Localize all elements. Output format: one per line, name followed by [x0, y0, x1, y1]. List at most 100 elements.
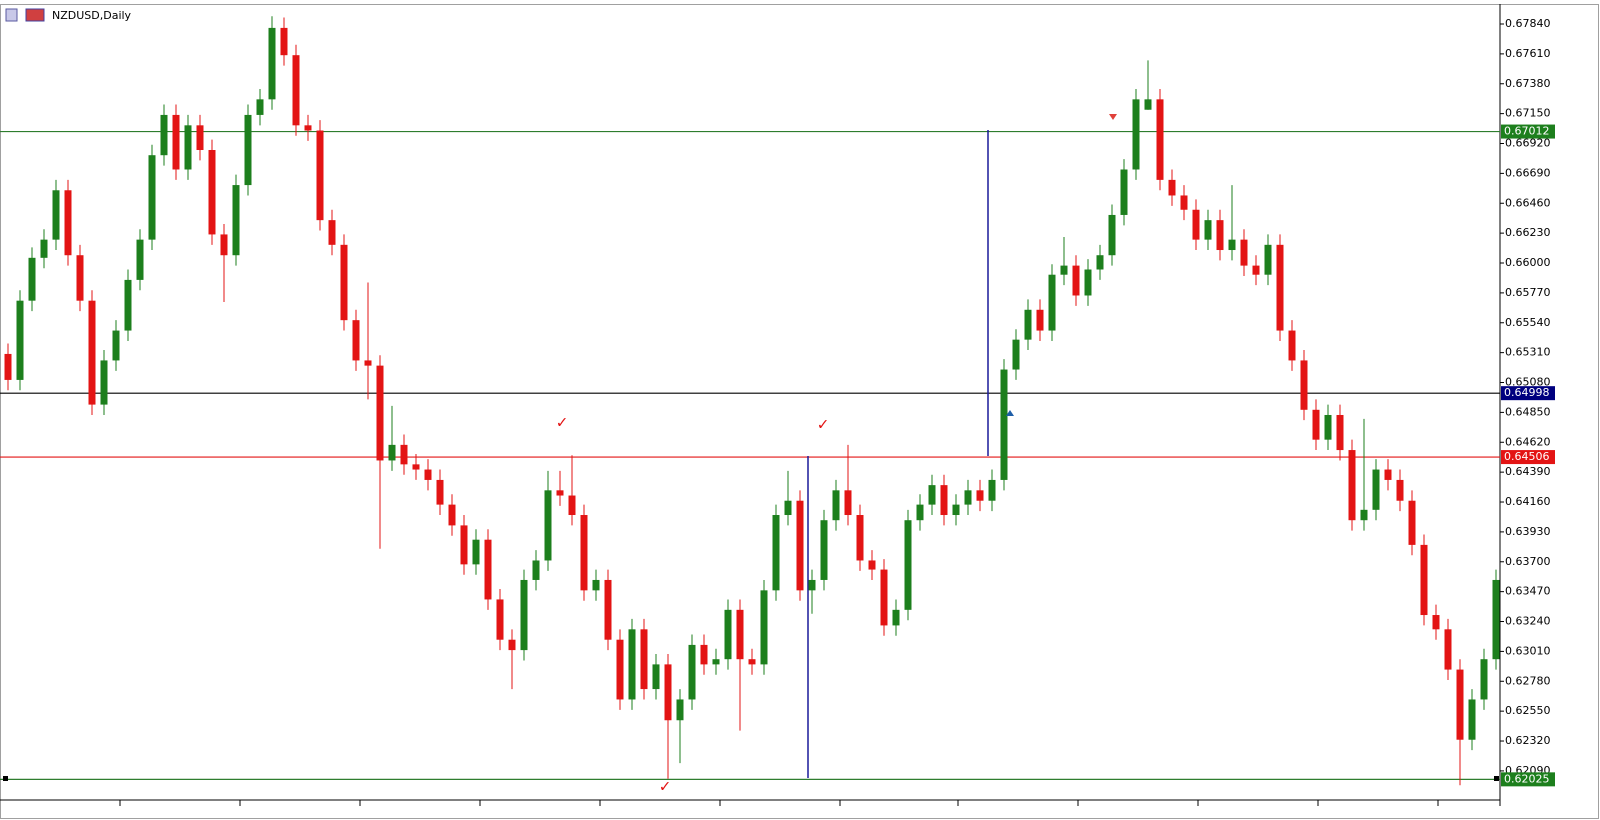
- candle-body: [52, 190, 60, 240]
- candle-body: [172, 114, 180, 170]
- candle-body: [736, 609, 744, 660]
- candle-body: [1420, 544, 1428, 616]
- candle-body: [664, 664, 672, 721]
- candle-body: [1120, 169, 1128, 215]
- candle-body: [964, 490, 972, 505]
- candle-body: [1384, 469, 1392, 480]
- y-tick-label: 0.65540: [1505, 316, 1551, 329]
- candle-body: [1312, 409, 1320, 440]
- candle-body: [436, 479, 444, 505]
- level-label: 0.67012: [1504, 125, 1550, 138]
- candle-body: [688, 644, 696, 700]
- candle-body: [1480, 659, 1488, 700]
- candle-body: [544, 490, 552, 561]
- candle-body: [592, 579, 600, 591]
- candle-body: [340, 244, 348, 321]
- level-label-bg: [1501, 386, 1555, 401]
- candle-body: [952, 504, 960, 516]
- candle-body: [796, 500, 804, 591]
- candle-body: [1408, 500, 1416, 545]
- y-tick-label: 0.67840: [1505, 17, 1551, 30]
- handle: [1494, 776, 1499, 781]
- candle-body: [940, 485, 948, 516]
- candle-body: [1168, 179, 1176, 196]
- candle-body: [1204, 220, 1212, 240]
- candle-body: [916, 504, 924, 521]
- candle-body: [724, 609, 732, 660]
- candle-body: [772, 515, 780, 591]
- candle-body: [184, 125, 192, 170]
- candle-body: [1336, 414, 1344, 451]
- y-tick-label: 0.67610: [1505, 47, 1551, 60]
- candle-body: [1108, 214, 1116, 256]
- candle-body: [520, 579, 528, 651]
- candle-body: [364, 360, 372, 366]
- candle-body: [508, 639, 516, 651]
- candle-body: [880, 569, 888, 626]
- candle-body: [820, 520, 828, 580]
- candle-body: [280, 27, 288, 56]
- check-mark: ✓: [817, 416, 830, 434]
- level-label-bg: [1501, 450, 1555, 465]
- candle-body: [1396, 479, 1404, 501]
- y-tick-label: 0.63700: [1505, 555, 1551, 568]
- candle-body: [844, 490, 852, 516]
- y-tick-label: 0.66000: [1505, 256, 1551, 269]
- level-label: 0.62025: [1504, 772, 1550, 785]
- candle-body: [388, 444, 396, 461]
- levels: [0, 130, 1500, 780]
- candle-body: [160, 114, 168, 156]
- candle-body: [700, 644, 708, 665]
- candle-body: [988, 479, 996, 501]
- candle-body: [196, 125, 204, 151]
- candle-body: [1012, 339, 1020, 370]
- handle: [3, 776, 8, 781]
- y-tick-label: 0.66920: [1505, 137, 1551, 150]
- level-label: 0.64998: [1504, 386, 1550, 399]
- candle-body: [232, 185, 240, 256]
- candle-body: [1180, 195, 1188, 210]
- candle-body: [1372, 469, 1380, 510]
- y-tick-label: 0.65770: [1505, 286, 1551, 299]
- candle-body: [1000, 369, 1008, 480]
- candle-body: [784, 500, 792, 516]
- candle-body: [676, 699, 684, 721]
- candle-body: [1324, 414, 1332, 440]
- candle-body: [892, 609, 900, 626]
- y-tick-label: 0.64160: [1505, 495, 1551, 508]
- candle-body: [1468, 699, 1476, 740]
- candle-body: [928, 485, 936, 505]
- candle-body: [1432, 615, 1440, 630]
- candle-body: [208, 150, 216, 235]
- frame: [0, 4, 1599, 819]
- y-tick-label: 0.66690: [1505, 166, 1551, 179]
- candle-body: [448, 504, 456, 526]
- sell-arrow: [1109, 114, 1117, 120]
- candle-body: [40, 239, 48, 258]
- candle-body: [1252, 265, 1260, 275]
- y-tick-label: 0.63930: [1505, 525, 1551, 538]
- check-mark: ✓: [556, 414, 569, 432]
- candle-body: [256, 99, 264, 115]
- candle-body: [1456, 669, 1464, 740]
- candle-body: [1288, 330, 1296, 361]
- candle-body: [976, 490, 984, 501]
- y-tick-label: 0.67150: [1505, 107, 1551, 120]
- candle-body: [136, 239, 144, 280]
- candle-body: [868, 560, 876, 570]
- candle-body: [124, 279, 132, 331]
- candle-body: [652, 664, 660, 690]
- candle-body: [376, 365, 384, 461]
- candle-body: [496, 599, 504, 640]
- candle-body: [1360, 509, 1368, 521]
- candle-body: [316, 130, 324, 221]
- candle-body: [76, 255, 84, 301]
- candle-body: [112, 330, 120, 361]
- candle-body: [1132, 99, 1140, 170]
- candle-body: [268, 27, 276, 100]
- candle-body: [556, 490, 564, 496]
- time-axis-ticks: [119, 800, 1439, 806]
- candle-body: [1156, 99, 1164, 180]
